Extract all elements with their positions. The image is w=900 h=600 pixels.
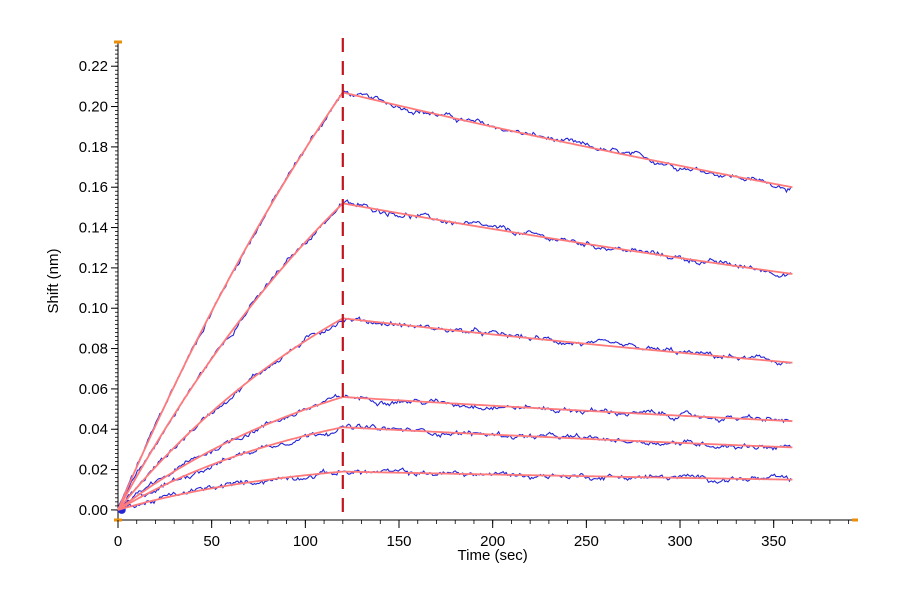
y-tick-label: 0.20 <box>79 99 108 116</box>
x-tick-label: 50 <box>203 533 220 550</box>
x-tick-label: 350 <box>761 533 786 550</box>
y-tick-label: 0.16 <box>79 179 108 196</box>
measured-curve <box>117 467 792 510</box>
x-tick-label: 0 <box>114 533 122 550</box>
x-tick-label: 150 <box>386 533 411 550</box>
measured-curve <box>117 423 792 510</box>
fit-curve-association <box>117 202 344 511</box>
x-tick-label: 200 <box>480 533 505 550</box>
y-tick-label: 0.22 <box>79 58 108 75</box>
fit-curve-association <box>117 426 343 511</box>
y-axis-ticks: 0.00 0.02 0.04 0.06 0.08 0.10 0.12 0.14 0.16 0.18… <box>79 45 118 519</box>
y-axis-label: Shift (nm) <box>45 248 62 313</box>
fit-curve-dissociation <box>342 91 793 189</box>
x-tick-label: 100 <box>293 533 318 550</box>
y-tick-label: 0.06 <box>79 381 108 398</box>
y-tick-label: 0.04 <box>79 421 108 438</box>
y-tick-label: 0.00 <box>79 502 108 519</box>
axes <box>114 40 858 522</box>
y-tick-label: 0.12 <box>79 260 108 277</box>
fit-curve-dissociation <box>342 470 793 481</box>
x-tick-label: 250 <box>574 533 599 550</box>
y-tick-label: 0.10 <box>79 300 108 317</box>
fit-curve-association <box>117 91 344 511</box>
fit-curve-association <box>117 470 343 511</box>
fit-curves <box>117 91 793 511</box>
fit-curve-dissociation <box>342 202 793 275</box>
fit-curve-dissociation <box>342 396 793 423</box>
y-tick-label: 0.08 <box>79 341 108 358</box>
fit-curve-dissociation <box>342 317 793 364</box>
y-tick-label: 0.02 <box>79 462 108 479</box>
fit-curve-dissociation <box>342 426 793 449</box>
x-axis-label: Time (sec) <box>458 547 528 564</box>
measured-curve <box>117 393 792 509</box>
x-tick-label: 300 <box>668 533 693 550</box>
fit-curve-association <box>117 317 344 511</box>
y-tick-label: 0.14 <box>79 220 108 237</box>
measured-curves <box>117 89 792 514</box>
y-tick-label: 0.18 <box>79 139 108 156</box>
x-axis-ticks: 0 50 100 150 200 250 300 350 <box>114 520 850 550</box>
fit-curve-association <box>117 396 344 511</box>
